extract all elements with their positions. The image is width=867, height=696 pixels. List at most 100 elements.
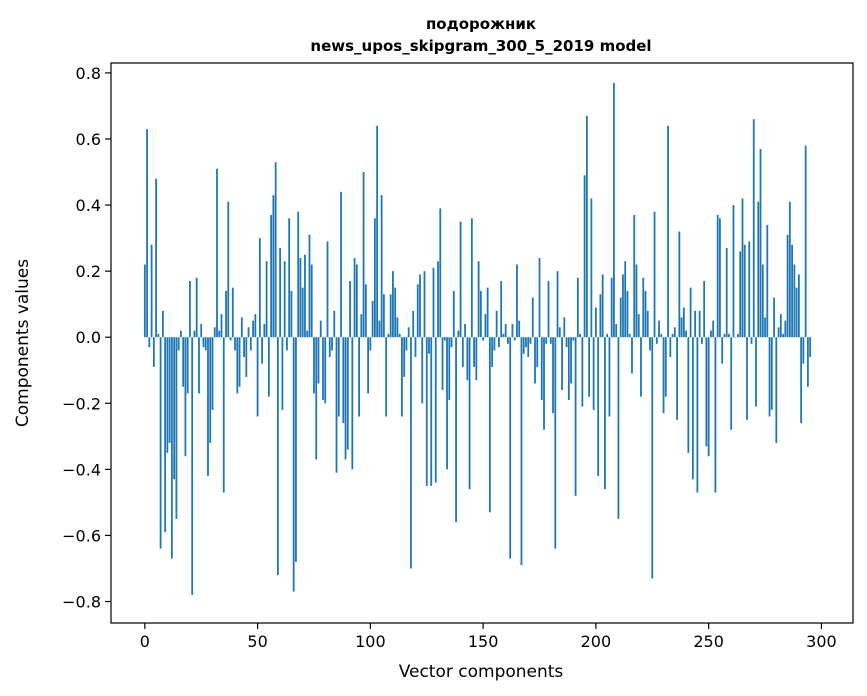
bar bbox=[797, 274, 800, 338]
bar bbox=[464, 324, 466, 338]
bar bbox=[707, 337, 710, 457]
bar bbox=[272, 195, 275, 338]
bar bbox=[333, 310, 336, 338]
bar bbox=[398, 333, 401, 338]
bar bbox=[344, 337, 347, 460]
bar bbox=[310, 264, 313, 338]
bar bbox=[590, 198, 593, 338]
bar bbox=[382, 294, 385, 338]
bar bbox=[428, 337, 430, 354]
bar bbox=[570, 337, 572, 384]
bar bbox=[410, 337, 412, 569]
bar bbox=[698, 310, 701, 338]
bar bbox=[218, 330, 221, 338]
bar bbox=[520, 337, 523, 566]
bar bbox=[477, 261, 480, 338]
bar bbox=[473, 337, 475, 367]
bar bbox=[461, 337, 464, 367]
bar bbox=[448, 337, 451, 400]
bar bbox=[746, 337, 748, 420]
bar bbox=[669, 337, 672, 358]
bar bbox=[157, 333, 160, 338]
bar bbox=[644, 290, 647, 338]
bar bbox=[376, 125, 379, 338]
bar bbox=[554, 337, 557, 549]
bar bbox=[809, 337, 812, 358]
bar bbox=[540, 337, 543, 400]
bar bbox=[671, 333, 674, 338]
bar bbox=[802, 337, 805, 364]
bar bbox=[743, 244, 746, 338]
y-tick-label: 0.2 bbox=[76, 262, 101, 281]
bar bbox=[504, 324, 507, 338]
bar bbox=[491, 337, 494, 367]
bar bbox=[412, 310, 415, 338]
y-tick-label: 0.0 bbox=[76, 328, 101, 347]
bar bbox=[552, 337, 554, 414]
bar bbox=[786, 234, 789, 338]
bar bbox=[231, 287, 234, 338]
bar bbox=[276, 337, 279, 576]
bar bbox=[561, 337, 563, 391]
bar bbox=[306, 330, 309, 338]
bar bbox=[143, 264, 146, 338]
bar bbox=[696, 337, 699, 493]
bar bbox=[443, 337, 446, 341]
chart-subtitle: news_upos_skipgram_300_5_2019 model bbox=[310, 37, 651, 55]
x-tick-label: 250 bbox=[693, 632, 724, 651]
bar bbox=[576, 277, 579, 338]
bar bbox=[703, 281, 706, 338]
bar bbox=[574, 337, 577, 496]
bar bbox=[525, 337, 527, 348]
bar bbox=[304, 254, 306, 338]
bar bbox=[585, 115, 588, 338]
x-tick-label: 50 bbox=[247, 632, 267, 651]
bar bbox=[195, 277, 198, 338]
bar bbox=[534, 337, 536, 384]
bar bbox=[651, 337, 654, 579]
bar bbox=[331, 337, 333, 351]
bar bbox=[470, 218, 473, 338]
bar bbox=[673, 327, 676, 338]
bar bbox=[466, 337, 469, 381]
y-tick-label: 0.4 bbox=[76, 196, 101, 215]
bar bbox=[315, 337, 318, 460]
bar bbox=[628, 333, 631, 338]
bar bbox=[594, 307, 597, 338]
bar bbox=[407, 327, 410, 338]
x-tick-label: 300 bbox=[806, 632, 837, 651]
x-tick-label: 100 bbox=[355, 632, 386, 651]
y-tick-label: −0.8 bbox=[62, 593, 101, 612]
bar bbox=[373, 218, 376, 338]
bar bbox=[150, 244, 153, 338]
bar bbox=[768, 337, 771, 417]
bar bbox=[265, 261, 268, 338]
bar bbox=[164, 337, 167, 533]
bar bbox=[770, 337, 773, 410]
bar bbox=[795, 287, 798, 338]
bar bbox=[342, 337, 345, 424]
bar bbox=[572, 337, 575, 341]
bar bbox=[522, 337, 525, 354]
bar bbox=[335, 337, 338, 473]
bar bbox=[529, 337, 532, 344]
y-axis-ticks: −0.8 −0.6 −0.4 −0.2 0.0 0.2 0.4 0.6 0.8 bbox=[62, 64, 111, 612]
bar bbox=[247, 327, 250, 338]
bar bbox=[637, 314, 640, 338]
bar bbox=[500, 281, 503, 338]
bar bbox=[387, 333, 390, 338]
bar bbox=[261, 337, 263, 364]
bar bbox=[804, 145, 807, 338]
y-axis-label: Components values bbox=[13, 259, 33, 427]
bar bbox=[475, 337, 478, 381]
bar bbox=[256, 337, 259, 417]
bar bbox=[558, 327, 561, 338]
bar bbox=[773, 297, 775, 338]
bar bbox=[421, 337, 424, 404]
bar bbox=[270, 214, 273, 338]
bar bbox=[581, 337, 584, 407]
y-tick-label: 0.8 bbox=[76, 64, 101, 83]
bar bbox=[691, 337, 694, 480]
bar bbox=[401, 337, 403, 417]
